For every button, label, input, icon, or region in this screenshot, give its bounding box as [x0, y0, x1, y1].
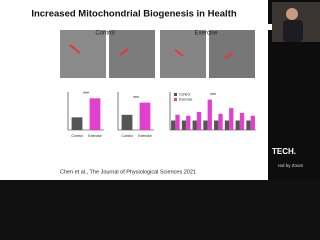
bar	[89, 98, 101, 130]
micrograph	[109, 30, 155, 78]
bar	[139, 102, 151, 130]
legend-label: Exercise	[179, 97, 192, 101]
bar	[71, 117, 83, 130]
bar	[246, 120, 251, 130]
annotation: ***	[210, 93, 216, 99]
speaker-head	[286, 8, 298, 20]
annotation: ***	[133, 96, 139, 102]
bar	[175, 114, 180, 130]
legend-swatch	[174, 98, 177, 101]
bar	[250, 115, 255, 130]
bar	[203, 120, 208, 130]
bar	[224, 120, 230, 130]
x-tick-label: Control	[71, 134, 83, 138]
slide-title: Increased Mitochondrial Biogenesis in He…	[31, 9, 237, 20]
bar	[218, 113, 223, 130]
zoom-caption: red by Zoom	[278, 163, 304, 168]
x-tick-label: Exercise	[138, 134, 151, 138]
micrograph	[60, 30, 106, 78]
bar	[229, 108, 234, 130]
arrows	[69, 44, 234, 59]
bar	[186, 115, 191, 130]
exercise-label: Exercise	[194, 31, 218, 37]
control-label: Control	[95, 31, 114, 37]
bar	[121, 114, 133, 130]
speaker-body	[283, 20, 303, 42]
logo-box	[262, 24, 272, 30]
annotation: ***	[83, 92, 89, 98]
bar	[181, 120, 187, 130]
bar	[196, 111, 202, 130]
bar	[192, 120, 197, 130]
bar	[239, 112, 245, 130]
micrographs	[60, 30, 255, 78]
slide	[0, 0, 268, 180]
citation: Chen et al., The Journal of Physiologica…	[60, 169, 196, 175]
bar	[207, 99, 212, 130]
bar	[235, 120, 240, 130]
x-tick-label: Control	[121, 134, 133, 138]
micrograph	[160, 30, 206, 78]
logo-text: TECH.	[272, 147, 296, 156]
bar	[171, 120, 176, 130]
bar	[214, 120, 219, 130]
legend-swatch	[174, 93, 177, 96]
screen: Increased Mitochondrial Biogenesis in He…	[0, 0, 320, 180]
legend-label: Control	[179, 92, 191, 96]
x-tick-label: Exercise	[88, 134, 101, 138]
